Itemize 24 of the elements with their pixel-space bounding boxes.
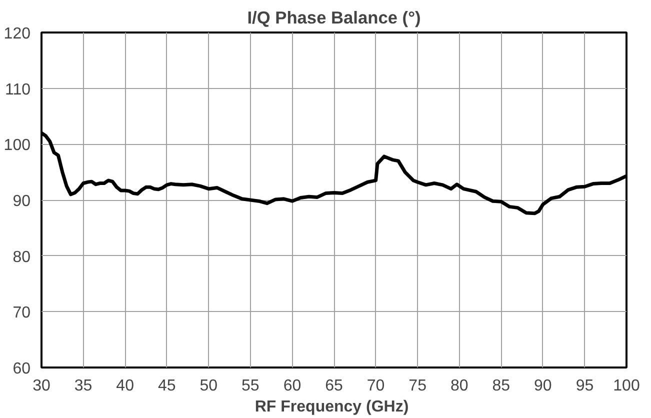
x-tick-label: 45 — [158, 378, 176, 394]
x-tick-label: 50 — [200, 378, 218, 394]
x-tick-label: 75 — [408, 378, 427, 394]
x-tick-label: 30 — [32, 378, 50, 394]
x-tick-label: 60 — [283, 378, 302, 394]
y-tick-label: 110 — [4, 81, 31, 98]
x-tick-label: 100 — [613, 378, 640, 394]
x-tick-label: 85 — [492, 378, 510, 394]
y-tick-label: 60 — [12, 360, 31, 378]
x-axis-title: RF Frequency (GHz) — [254, 398, 409, 416]
x-tick-label: 95 — [576, 378, 594, 394]
y-tick-label: 70 — [12, 304, 31, 322]
y-tick-label: 90 — [12, 193, 31, 210]
x-tick-label: 65 — [325, 378, 343, 394]
chart-title: I/Q Phase Balance (°) — [247, 8, 421, 28]
y-tick-label: 100 — [4, 137, 31, 154]
y-tick-label: 120 — [4, 26, 31, 42]
x-tick-label: 55 — [242, 378, 260, 394]
x-tick-label: 35 — [74, 378, 92, 394]
x-tick-label: 90 — [534, 378, 552, 394]
y-tick-label: 80 — [12, 248, 31, 266]
x-tick-label: 40 — [116, 378, 134, 394]
x-tick-label: 80 — [450, 378, 468, 394]
x-tick-label: 70 — [366, 378, 385, 394]
